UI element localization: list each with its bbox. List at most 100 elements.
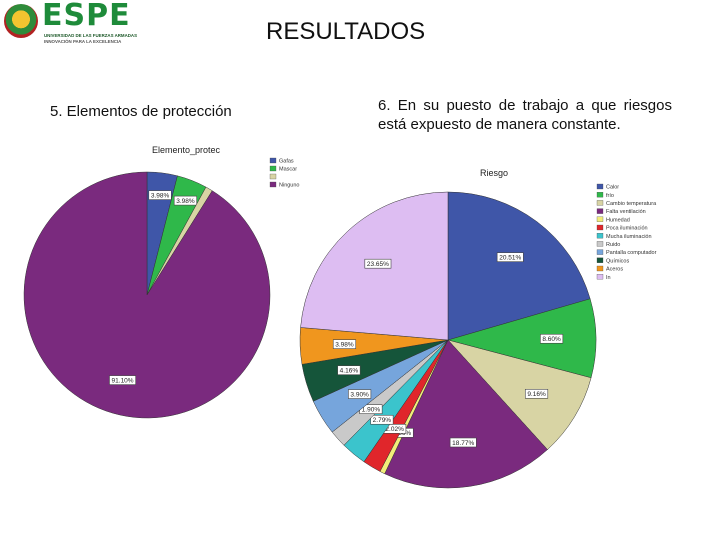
slice-data-label: 23.65%: [364, 258, 392, 269]
slice-label-text: 3.90%: [350, 391, 369, 398]
slice-label-box: [148, 190, 172, 200]
legend-label: Pantalla computador: [606, 250, 657, 256]
legend-swatch: [596, 241, 604, 247]
slice-data-label: 3.90%: [348, 389, 372, 399]
legend-entry: Ninguno: [269, 181, 300, 189]
pie-slice: [447, 191, 591, 341]
legend-label: Cambio temperatura: [606, 201, 657, 207]
slice-data-label: 4.16%: [337, 365, 361, 376]
risk-pie-chart: Riesgo 20.51% 8.60% 9.16% 18.77% 0.56%2.02% 2.…: [299, 168, 657, 489]
legend-swatch: [596, 183, 604, 190]
university-seal-icon: [4, 4, 38, 38]
slice-data-label: 8.60%: [540, 333, 564, 344]
legend-label: Falta ventilación: [606, 209, 646, 215]
slice-label-text: 18.77%: [452, 440, 474, 447]
legend-label: Mascar: [279, 167, 297, 173]
slice-label-text: 2.02%: [385, 426, 404, 433]
legend-entry: Ruido: [596, 241, 620, 248]
legend-label: frío: [606, 193, 614, 199]
slice-label-box: [524, 388, 549, 399]
slice-data-label: 3.98%: [148, 190, 172, 200]
slice-label-text: 1.90%: [362, 406, 381, 413]
pie-slice: [23, 171, 271, 419]
legend-entry: Mucha iluminación: [596, 233, 652, 240]
legend-label: Ninguno: [279, 183, 300, 189]
slice-data-label: 20.51%: [496, 252, 524, 262]
slice-label-text: 8.60%: [542, 336, 561, 343]
legend-entry: Poca iluminación: [596, 224, 648, 232]
slice-label-box: [364, 258, 392, 269]
logo-tagline: INNOVACIÓN PARA LA EXCELENCIA: [44, 39, 122, 44]
legend-entry: Aceros: [596, 265, 623, 273]
page-title: RESULTADOS: [266, 18, 426, 45]
legend-swatch: [596, 265, 604, 272]
legend-swatch: [596, 192, 604, 198]
legend-label: Ruido: [606, 242, 620, 248]
slice-label-box: [109, 375, 136, 385]
legend-entry: [269, 173, 277, 180]
slice-label-text: 3.98%: [176, 198, 195, 205]
legend-entry: In: [596, 274, 611, 281]
slice-label-text: 4.16%: [340, 368, 359, 375]
slice-label-box: [496, 252, 524, 262]
logo-wordmark: ESPE: [42, 0, 131, 33]
slice-data-label: 3.98%: [332, 339, 357, 349]
espe-logo: ESPE UNIVERSIDAD DE LAS FUERZAS ARMADAS …: [4, 0, 144, 44]
chart-title: Elemento_protec: [152, 145, 221, 155]
legend-label: Gafas: [279, 159, 294, 165]
legend-entry: Falta ventilación: [596, 208, 646, 215]
legend-label: Humedad: [606, 217, 630, 223]
legend-swatch: [596, 249, 604, 255]
legend-label: Mucha iluminación: [606, 234, 652, 240]
slice-label-text: 0.56%: [393, 430, 412, 437]
legend-label: Calor: [606, 185, 619, 191]
slice-data-label: 91.10%: [109, 375, 136, 385]
pie-slice: [384, 339, 548, 489]
slice-label-box: [370, 414, 394, 425]
legend-entry: frío: [596, 192, 614, 199]
legend-swatch: [269, 165, 277, 172]
slice-label-box: [449, 437, 477, 448]
legend-entry: Calor: [596, 183, 619, 191]
legend-swatch: [596, 216, 604, 222]
legend-swatch: [596, 208, 604, 214]
slice-label-box: [348, 389, 372, 399]
slice-data-label: 2.79%: [370, 414, 394, 425]
legend-swatch: [596, 233, 604, 239]
slice-label-text: 23.65%: [367, 261, 389, 268]
slice-label-box: [540, 333, 564, 344]
protection-elements-pie-chart: Elemento_protec 3.98% 3.98% 91.10% Gafas Masc…: [23, 145, 300, 419]
legend-entry: Cambio temperatura: [596, 200, 657, 207]
question-5-heading: 5. Elementos de protección: [50, 103, 232, 120]
legend-swatch: [596, 274, 604, 280]
legend-label: In: [606, 275, 611, 281]
slice-data-label: 18.77%: [449, 437, 477, 448]
legend-swatch: [596, 257, 604, 263]
legend-swatch: [596, 200, 604, 206]
legend-swatch: [269, 181, 277, 188]
slice-data-label: 9.16%: [524, 388, 549, 399]
legend-swatch: [269, 157, 277, 164]
pie-slice: [447, 339, 592, 450]
slice-label-box: [173, 195, 197, 206]
legend-swatch: [269, 173, 277, 180]
slice-label-box: [332, 339, 357, 349]
slice-label-text: 91.10%: [112, 377, 134, 384]
slice-label-text: 3.98%: [335, 341, 354, 348]
legend-label: Poca iluminación: [606, 226, 648, 232]
slice-label-text: 2.79%: [373, 417, 392, 424]
legend-entry: Gafas: [269, 157, 294, 165]
slice-label-box: [337, 365, 361, 376]
legend-entry: Humedad: [596, 216, 630, 223]
legend-entry: Pantalla computador: [596, 249, 657, 256]
question-6-heading: 6. En su puesto de trabajo a que riesgos…: [378, 97, 672, 133]
slice-label-text: 20.51%: [499, 254, 521, 261]
legend-entry: Mascar: [269, 165, 297, 173]
legend-label: Químicos: [606, 258, 629, 264]
legend-label: Aceros: [606, 267, 623, 273]
logo-subtitle: UNIVERSIDAD DE LAS FUERZAS ARMADAS: [44, 33, 138, 38]
slice-label-text: 9.16%: [527, 391, 546, 398]
legend-swatch: [596, 224, 604, 231]
slice-label-text: 3.98%: [151, 192, 170, 199]
legend-entry: Químicos: [596, 257, 629, 264]
